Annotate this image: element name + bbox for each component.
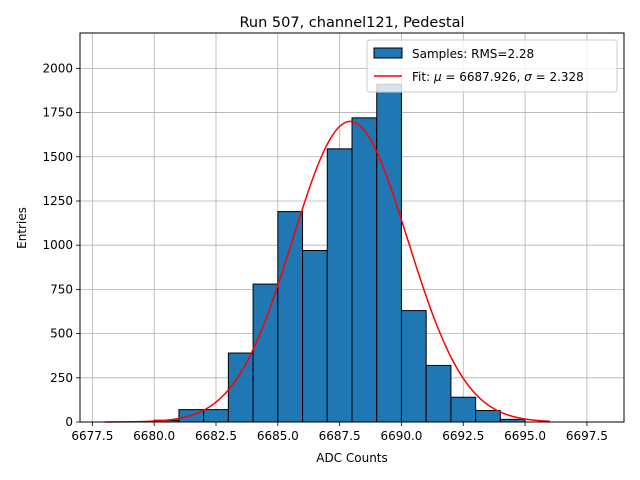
histogram-bar <box>203 409 229 423</box>
x-tick-label: 6695.0 <box>504 429 546 443</box>
x-tick-label: 6687.5 <box>319 429 361 443</box>
x-axis-label: ADC Counts <box>316 451 388 465</box>
x-tick-label: 6690.0 <box>380 429 422 443</box>
x-axis-ticks: 6677.5 6680.0 6682.5 6685.0 6687.5 6690.0 6692… <box>71 422 608 443</box>
y-tick-label: 2000 <box>42 61 73 75</box>
y-tick-label: 250 <box>50 371 73 385</box>
x-tick-label: 6677.5 <box>71 429 113 443</box>
histogram-bar <box>302 249 328 423</box>
y-tick-label: 750 <box>50 282 73 296</box>
y-axis-ticks: 0 250 500 750 1000 1250 1500 1750 2000 <box>42 61 80 429</box>
y-axis-label: Entries <box>15 207 29 249</box>
chart-title: Run 507, channel121, Pedestal <box>239 15 464 31</box>
x-tick-label: 6692.5 <box>442 429 484 443</box>
histogram-bar <box>227 352 254 423</box>
y-tick-label: 1500 <box>42 150 73 164</box>
histogram-bars <box>153 83 526 423</box>
plot-frame <box>79 32 625 423</box>
histogram-bar <box>475 410 501 423</box>
y-tick-label: 500 <box>50 327 73 341</box>
histogram-bar <box>351 117 378 423</box>
x-tick-label: 6680.0 <box>133 429 175 443</box>
histogram-bar <box>376 83 402 423</box>
fit-curve <box>104 120 550 423</box>
x-tick-label: 6682.5 <box>195 429 237 443</box>
legend-box <box>366 39 618 93</box>
x-tick-label: 6697.5 <box>566 429 608 443</box>
histogram-bar <box>326 148 353 423</box>
y-tick-label: 1000 <box>42 238 73 252</box>
y-tick-label: 0 <box>65 415 73 429</box>
histogram-bar <box>450 396 477 423</box>
histogram-bar <box>400 310 427 423</box>
histogram-bar <box>252 283 279 423</box>
histogram-bar <box>277 211 304 423</box>
x-tick-label: 6685.0 <box>257 429 299 443</box>
legend-label-samples: Samples: RMS=2.28 <box>412 47 534 61</box>
legend-swatch-samples <box>373 47 403 59</box>
legend: Samples: RMS=2.28 Fit: μ = 6687.926, σ =… <box>366 39 618 93</box>
legend-label-fit: Fit: μ = 6687.926, σ = 2.328 <box>412 70 584 84</box>
y-tick-label: 1250 <box>42 194 73 208</box>
histogram-bar <box>425 364 452 423</box>
y-tick-label: 1750 <box>42 106 73 120</box>
